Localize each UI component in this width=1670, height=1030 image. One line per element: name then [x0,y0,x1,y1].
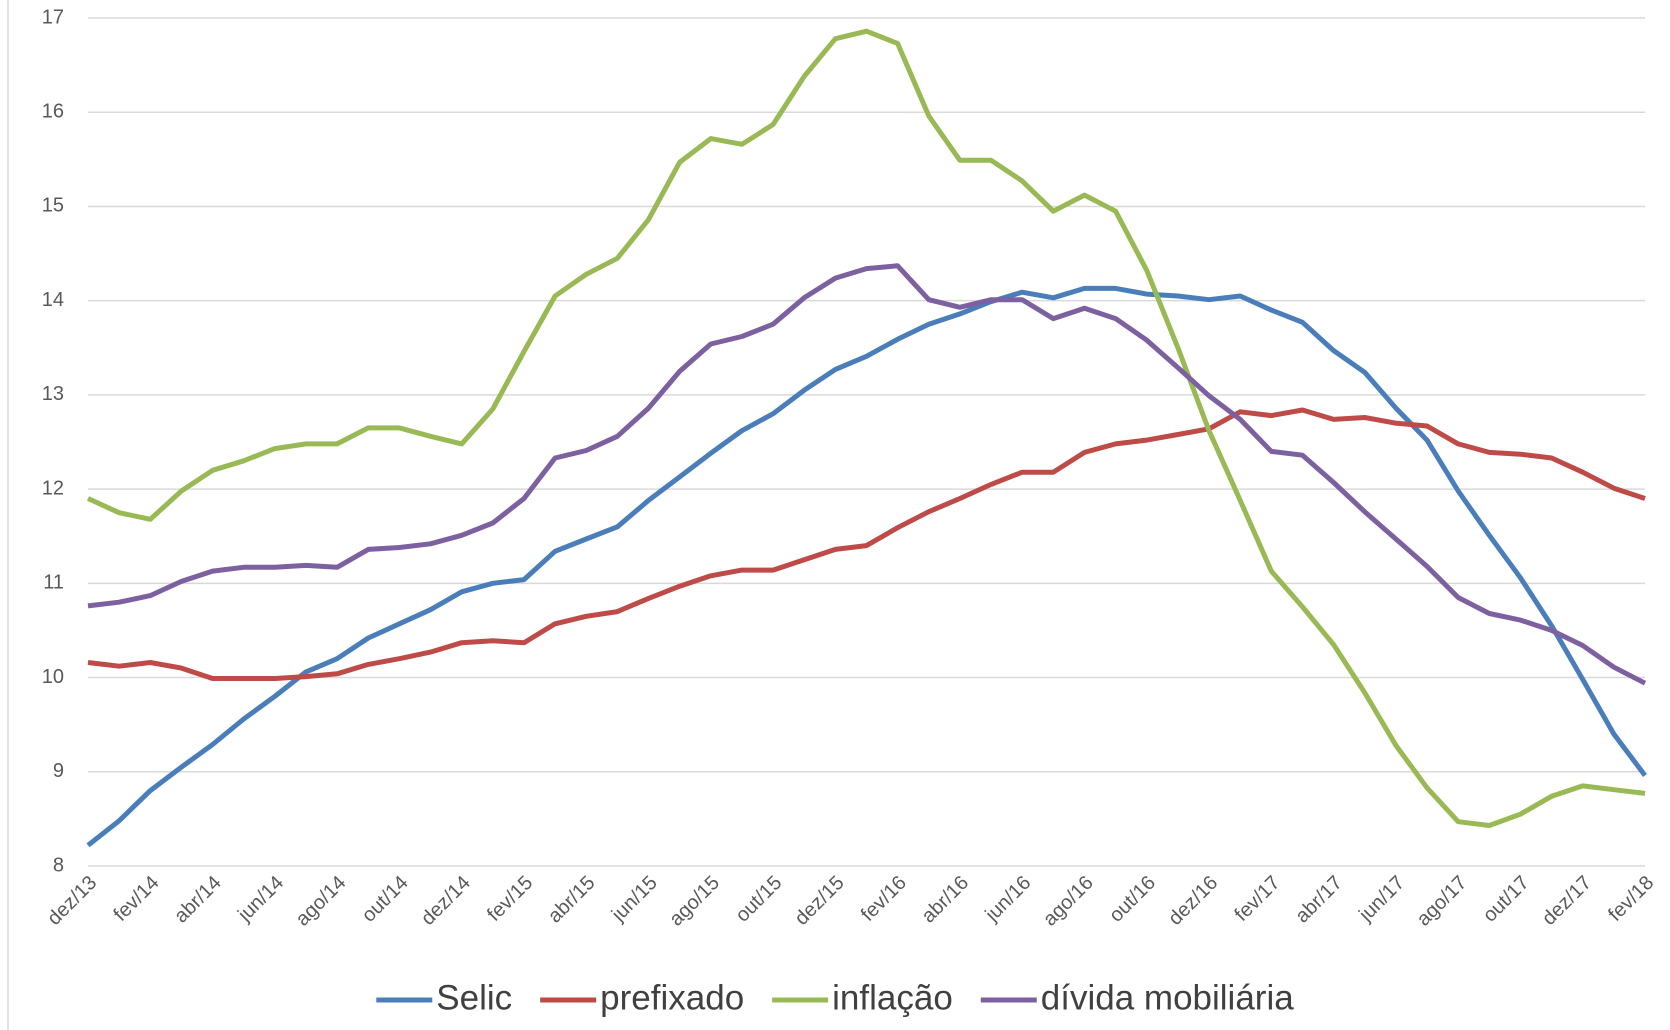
y-tick-label: 15 [42,195,64,217]
legend-label: inflação [832,978,953,1017]
series-line [86,285,1647,848]
legend-label: dívida mobiliária [1041,978,1294,1017]
y-tick-label: 10 [42,666,64,688]
legend-label: Selic [436,978,512,1017]
y-tick-label: 13 [42,383,64,405]
legend: Selic prefixado inflação dívida mobiliária [376,978,1294,1017]
y-tick-label: 17 [42,6,64,28]
series-line [87,407,1646,681]
legend-label: prefixado [600,978,744,1017]
series-line [87,263,1647,686]
series-line [86,28,1646,828]
y-tick-label: 16 [42,101,64,123]
y-tick-label: 8 [53,854,64,876]
y-tick-label: 12 [42,477,64,499]
y-tick-label: 9 [53,760,64,782]
y-tick-label: 11 [43,572,64,594]
y-tick-label: 14 [42,289,64,311]
